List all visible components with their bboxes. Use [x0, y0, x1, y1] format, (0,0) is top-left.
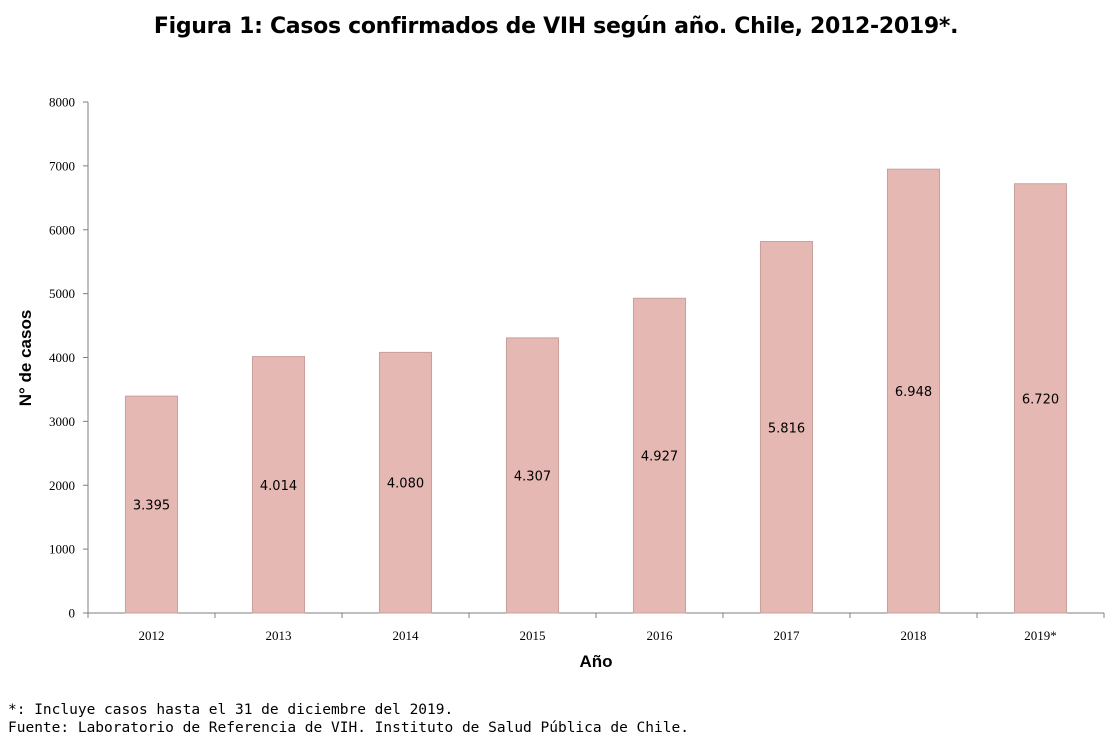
y-tick-label: 6000	[49, 222, 75, 237]
y-tick-label: 4000	[49, 350, 75, 365]
x-tick-label: 2013	[266, 628, 292, 643]
bar	[886, 168, 941, 614]
x-tick-label: 2014	[393, 628, 420, 643]
bar	[759, 241, 814, 614]
y-tick-label: 0	[69, 606, 76, 621]
bar-value-label: 4.307	[514, 469, 551, 484]
bar	[124, 395, 179, 614]
bar-value-label: 4.014	[260, 479, 297, 494]
bar-value-label: 6.948	[895, 385, 932, 400]
y-tick-label: 7000	[49, 158, 75, 173]
y-axis: 0 1000 2000 3000 4000 5000 6000 7000 8000	[49, 95, 89, 621]
x-tick-label: 2012	[139, 628, 165, 643]
footnote-source: Fuente: Laboratorio de Referencia de VIH…	[8, 720, 689, 736]
x-axis: 2012 2013 2014 2015 2016 2017 2018 2019*	[87, 612, 1105, 643]
footnote-note: *: Incluye casos hasta el 31 de diciembr…	[8, 702, 454, 718]
bar	[251, 356, 306, 614]
y-tick-label: 1000	[49, 542, 75, 557]
bar-value-label: 5.816	[768, 421, 805, 436]
y-tick-label: 5000	[49, 286, 75, 301]
x-tick-label: 2018	[901, 628, 927, 643]
y-axis-title: N° de casos	[16, 310, 35, 407]
y-tick-label: 8000	[49, 95, 75, 110]
x-tick-label: 2017	[774, 628, 801, 643]
bar	[632, 297, 687, 614]
x-tick-label: 2015	[520, 628, 546, 643]
bar	[378, 351, 433, 614]
bar	[1013, 183, 1068, 614]
chart-title: Figura 1: Casos confirmados de VIH según…	[153, 14, 959, 39]
bar-value-label: 4.080	[387, 477, 424, 492]
bars: 3.395 4.014 4.080 4.307 4.927 5.816 6.948 6.720	[124, 168, 1068, 614]
y-tick-label: 2000	[49, 478, 75, 493]
x-axis-title: Año	[579, 652, 612, 671]
bar-value-label: 6.720	[1022, 392, 1059, 407]
x-tick-label: 2019*	[1024, 628, 1057, 643]
footnotes: *: Incluye casos hasta el 31 de diciembr…	[8, 701, 689, 737]
x-tick-label: 2016	[647, 628, 674, 643]
y-tick-label: 3000	[49, 414, 75, 429]
bar	[505, 337, 560, 614]
bar-value-label: 3.395	[133, 499, 170, 514]
bar-value-label: 4.927	[641, 450, 678, 465]
